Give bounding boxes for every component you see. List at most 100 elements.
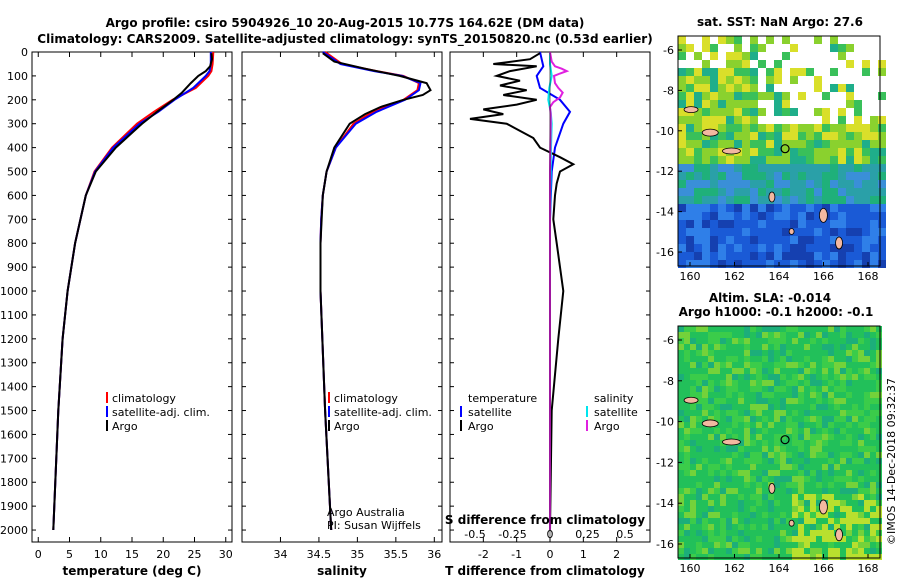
sla-map-cell [690, 380, 696, 386]
sst-map-cell [830, 156, 838, 164]
sst-map-cell [766, 252, 774, 260]
sla-map-cell [738, 398, 744, 404]
sst-map-cell [742, 196, 750, 204]
sla-map-cell [684, 404, 690, 410]
sla-map-cell [792, 368, 798, 374]
sla-map-cell [852, 434, 858, 440]
sst-map-cell [758, 132, 766, 140]
sla-map-cell [840, 512, 846, 518]
sla-map-cell [816, 452, 822, 458]
sst-map-cell [686, 252, 694, 260]
sla-map-cell [690, 536, 696, 542]
sla-map-cell [768, 326, 774, 332]
sla-map-cell [732, 512, 738, 518]
sla-map-cell [858, 380, 864, 386]
sla-map-cell [852, 554, 858, 560]
sst-map-island [835, 236, 843, 250]
sst-map-cell [878, 188, 886, 196]
sla-map-cell [738, 536, 744, 542]
sla-map-cell [840, 368, 846, 374]
sst-map-cell [806, 180, 814, 188]
sst-map-cell [830, 220, 838, 228]
sla-map-cell [822, 512, 828, 518]
sla-map-cell [708, 404, 714, 410]
sst-map-island [722, 147, 741, 155]
temperature-ytick-label: 1100 [0, 309, 28, 322]
sst-map-cell [694, 52, 702, 60]
sla-map-cell [864, 536, 870, 542]
sst-map-cell [862, 252, 870, 260]
sla-map-cell [828, 368, 834, 374]
sla-map-cell [780, 326, 786, 332]
sst-map-cell [862, 172, 870, 180]
sla-map-cell [852, 380, 858, 386]
sla-map-cell [720, 506, 726, 512]
sla-map-cell [678, 422, 684, 428]
sla-map-island [788, 519, 795, 527]
sla-map-cell [864, 344, 870, 350]
sst-map-cell [710, 204, 718, 212]
sst-map-cell [854, 244, 862, 252]
sla-map-cell [804, 404, 810, 410]
sla-map-cell [810, 542, 816, 548]
sla-map-cell [744, 524, 750, 530]
sla-map-cell [852, 512, 858, 518]
sla-map-cell [810, 458, 816, 464]
salinity-annotation-1: Argo Australia [327, 506, 405, 519]
sla-map-cell [756, 554, 762, 560]
sla-map-cell [864, 410, 870, 416]
sla-map-cell [810, 524, 816, 530]
sla-map-cell [786, 470, 792, 476]
sla-map-cell [828, 488, 834, 494]
sst-map-ytick-label: -10 [656, 125, 674, 138]
sst-map-cell [854, 212, 862, 220]
sla-map-cell [702, 488, 708, 494]
sla-map-cell [792, 410, 798, 416]
sst-map-cell [766, 220, 774, 228]
sla-map-cell [870, 332, 876, 338]
sla-map-ytick-label: -6 [663, 334, 674, 347]
sst-map-cell [718, 172, 726, 180]
sla-map-cell [732, 482, 738, 488]
sla-map-cell [828, 350, 834, 356]
sst-map-cell [846, 100, 854, 108]
sst-map-cell [702, 76, 710, 84]
sla-map-cell [762, 338, 768, 344]
sla-map-cell [744, 494, 750, 500]
sst-map-cell [798, 212, 806, 220]
sla-map-cell [840, 380, 846, 386]
sst-map-cell [862, 180, 870, 188]
sla-map-cell [714, 344, 720, 350]
sst-map-cell [710, 196, 718, 204]
sst-map-cell [846, 188, 854, 196]
sla-map-cell [792, 524, 798, 530]
sla-map-cell [792, 512, 798, 518]
sla-map-cell [738, 500, 744, 506]
sla-map-cell [816, 464, 822, 470]
sla-map-cell [768, 368, 774, 374]
sla-map-cell [780, 344, 786, 350]
sla-map-cell [774, 554, 780, 560]
sst-map-cell [822, 156, 830, 164]
sla-map-cell [828, 410, 834, 416]
sst-map-cell [774, 76, 782, 84]
sla-map-cell [732, 368, 738, 374]
sla-map-cell [726, 446, 732, 452]
sla-map-cell [798, 458, 804, 464]
sla-map-cell [870, 338, 876, 344]
sst-map-cell [790, 252, 798, 260]
sla-map-cell [678, 386, 684, 392]
sst-map-cell [710, 68, 718, 76]
sla-map-cell [738, 548, 744, 554]
sla-map-cell [726, 362, 732, 368]
sst-map-cell [870, 188, 878, 196]
sla-map-cell [846, 512, 852, 518]
sst-map-cell [774, 108, 782, 116]
sla-map-cell [828, 494, 834, 500]
sla-map-cell [804, 440, 810, 446]
sla-map-cell [840, 326, 846, 332]
sla-map-cell [792, 488, 798, 494]
sla-map-cell [786, 494, 792, 500]
sla-map-cell [768, 512, 774, 518]
